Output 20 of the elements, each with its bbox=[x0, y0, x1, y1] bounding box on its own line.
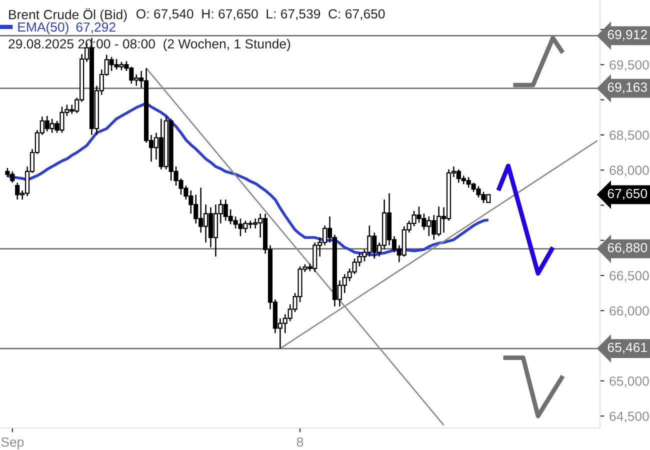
text: 67,650 bbox=[608, 188, 648, 200]
y-tick-label: 68,500 bbox=[610, 130, 649, 142]
x-tick-label: Sep bbox=[1, 437, 24, 450]
ref-line-label: 65,461 bbox=[608, 342, 647, 354]
y-tick-label: 68,000 bbox=[610, 166, 649, 177]
annotation: 67,292 bbox=[76, 22, 116, 34]
ref-line-label: 69,912 bbox=[608, 30, 647, 41]
y-tick-label: 66,500 bbox=[610, 271, 649, 282]
y-tick-label: 69,500 bbox=[610, 60, 649, 72]
y-tick-label: 64,500 bbox=[610, 412, 649, 423]
text: Brent Crude Öl (Bid) bbox=[9, 8, 127, 22]
line-series bbox=[6, 102, 490, 257]
annotation: O: 67,540 H: 67,650 L: 67,539 C: 67,650 bbox=[136, 9, 385, 20]
y-tick-label: 65,000 bbox=[610, 376, 649, 388]
ref-line-label: 69,163 bbox=[608, 82, 647, 94]
line-series bbox=[496, 164, 556, 276]
ref-line-label: 66,880 bbox=[608, 242, 648, 254]
x-tick-label: 8 bbox=[296, 437, 304, 447]
legend-label: EMA(50) bbox=[18, 22, 68, 34]
y-tick-label: 66,000 bbox=[610, 306, 649, 318]
